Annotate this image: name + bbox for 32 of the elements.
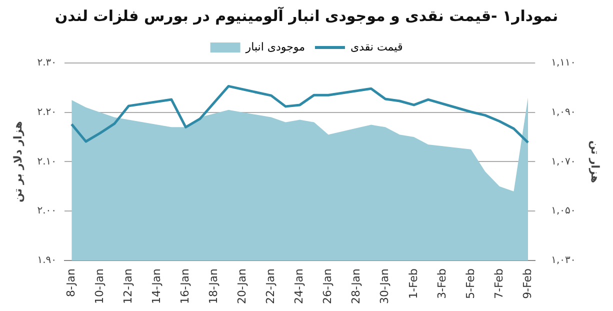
x-tick-label: 30-Jan: [378, 268, 392, 304]
y-tick-label: ۲.۳۰: [37, 58, 56, 69]
x-tick-label: 10-Jan: [93, 268, 106, 304]
y2-tick-label: ۱,۰۵۰: [551, 206, 576, 217]
x-tick-label: 16-Jan: [178, 268, 192, 304]
y-tick-label: ۲.۲۰: [37, 106, 56, 118]
x-tick-label: 7-Feb: [492, 268, 506, 299]
x-tick-label: 26-Jan: [321, 268, 334, 304]
x-tick-label: 3-Feb: [435, 268, 448, 299]
x-tick-label: 28-Jan: [350, 268, 363, 304]
y-axis-title: هزار دلار بر تن: [11, 121, 24, 202]
x-tick-label: 14-Jan: [150, 268, 164, 304]
y2-tick-label: ۱,۱۱۰: [551, 58, 576, 69]
x-tick-label: 12-Jan: [122, 268, 135, 304]
x-tick-label: 1-Feb: [406, 268, 420, 299]
x-tick-label: 5-Feb: [464, 268, 477, 299]
x-tick-label: 22-Jan: [264, 268, 278, 304]
x-tick-label: 24-Jan: [292, 268, 306, 304]
legend-label: قیمت نقدی: [350, 40, 403, 54]
x-tick-label: 18-Jan: [207, 268, 220, 304]
chart-title: نمودار۱ -قیمت نقدی و موجودی انبار آلومینیوم در بورس فلزات لندن: [54, 6, 558, 25]
x-tick-label: 8-Jan: [64, 268, 78, 298]
y-tick-label: ۱.۹۰: [37, 255, 56, 266]
y2-tick-label: ۱,۰۳۰: [551, 255, 576, 266]
y2-axis-title: هزار تن: [588, 140, 602, 183]
y2-tick-label: ۱,۰۹۰: [551, 106, 576, 118]
y-tick-label: ۲.۱۰: [37, 156, 56, 168]
x-tick-label: 20-Jan: [236, 268, 249, 304]
y2-tick-label: ۱,۰۷۰: [551, 156, 576, 168]
x-tick-label: 9-Feb: [520, 268, 534, 299]
legend-label: موجودی انبار: [244, 40, 306, 54]
y-tick-label: ۲.۰۰: [37, 206, 56, 217]
